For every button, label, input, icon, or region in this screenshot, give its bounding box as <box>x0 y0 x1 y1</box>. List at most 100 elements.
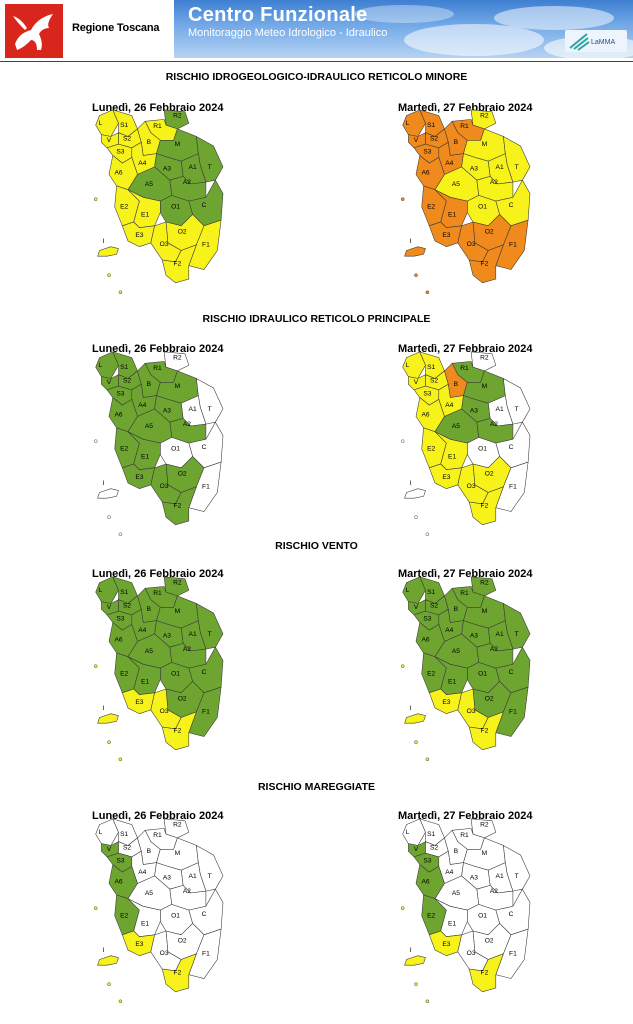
zone-label-f1: F1 <box>202 709 210 716</box>
zone-i <box>97 713 119 724</box>
zone-label-e1: E1 <box>448 453 456 460</box>
zone-label-s1: S1 <box>120 589 128 596</box>
zone-label-a6: A6 <box>114 637 122 644</box>
zone-label-a3: A3 <box>470 408 478 415</box>
zone-label-a5: A5 <box>145 890 153 897</box>
zone-label-f2: F2 <box>481 728 489 735</box>
zone-label-a3: A3 <box>163 166 171 173</box>
zone-label-o1: O1 <box>478 446 487 453</box>
zone-label-f1: F1 <box>202 484 210 491</box>
zone-label-f1: F1 <box>509 484 517 491</box>
tuscany-map: L S1 V R2 R1 S2 S3 B M T A1 A4 A3 A6 A2 A5 C O1 E2 E1 O2 F1 E3… <box>400 576 531 762</box>
zone-r2 <box>470 109 497 130</box>
zone-label-e2: E2 <box>427 204 435 211</box>
zone-label-b: B <box>147 381 152 388</box>
header-divider <box>0 61 633 62</box>
lamma-icon <box>569 33 590 51</box>
zone-f2 <box>468 244 504 284</box>
zone-label-t: T <box>208 164 212 171</box>
zone-label-c: C <box>509 911 514 918</box>
zone-r2 <box>163 818 190 839</box>
zone-label-e1: E1 <box>141 211 149 218</box>
zone-label-a1: A1 <box>496 631 504 638</box>
zone-label-s1: S1 <box>427 122 435 129</box>
zone-label-l: L <box>406 120 410 127</box>
zone-label-e2: E2 <box>120 204 128 211</box>
islet <box>400 197 405 201</box>
zone-label-t: T <box>515 164 519 171</box>
zone-label-l: L <box>99 587 103 594</box>
zone-label-r1: R1 <box>460 590 469 597</box>
zone-f2 <box>161 953 197 993</box>
date-label: Lunedì, 26 Febbraio 2024 <box>92 343 224 355</box>
zone-label-a6: A6 <box>421 412 429 419</box>
zone-label-a4: A4 <box>138 160 146 167</box>
zone-label-a5: A5 <box>145 423 153 430</box>
zone-label-o3: O3 <box>160 950 169 957</box>
tuscany-map: L S1 V R2 R1 S2 S3 B M T A1 A4 A3 A6 A2 A5 C O1 E2 E1 O2 F1 E3… <box>93 109 224 295</box>
islet <box>93 439 98 443</box>
zone-label-f1: F1 <box>509 951 517 958</box>
zone-i <box>404 488 426 499</box>
islet <box>118 999 123 1004</box>
zone-i <box>404 955 426 966</box>
zone-label-o1: O1 <box>171 204 180 211</box>
zone-label-e2: E2 <box>427 913 435 920</box>
zone-label-v: V <box>414 846 419 853</box>
zone-label-a5: A5 <box>452 648 460 655</box>
zone-label-o2: O2 <box>485 470 494 477</box>
zone-label-r2: R2 <box>173 580 182 587</box>
zone-label-i: I <box>409 947 411 954</box>
zone-label-c: C <box>509 669 514 676</box>
zone-label-l: L <box>99 120 103 127</box>
header-banner: Centro Funzionale Monitoraggio Meteo Idr… <box>174 0 633 58</box>
zone-label-v: V <box>107 604 112 611</box>
zone-label-o2: O2 <box>178 937 187 944</box>
zone-label-a2: A2 <box>490 179 498 186</box>
alert-map: L S1 V R2 R1 S2 S3 B M T A1 A4 A3 A6 A2 A5 C O1 E2 E1 O2 F1 E3… <box>393 350 553 540</box>
zone-i <box>97 488 119 499</box>
islet <box>400 664 405 668</box>
date-label: Martedì, 27 Febbraio 2024 <box>398 102 533 114</box>
zone-label-e2: E2 <box>427 446 435 453</box>
zone-f2 <box>161 244 197 284</box>
zone-r2 <box>163 109 190 130</box>
zone-label-r2: R2 <box>480 113 489 120</box>
zone-label-i: I <box>102 238 104 245</box>
alert-map: L S1 V R2 R1 S2 S3 B M T A1 A4 A3 A6 A2 A5 C O1 E2 E1 O2 F1 E3… <box>393 817 553 1007</box>
zone-label-c: C <box>509 444 514 451</box>
alert-map: L S1 V R2 R1 S2 S3 B M T A1 A4 A3 A6 A2 A5 C O1 E2 E1 O2 F1 E3… <box>86 350 246 540</box>
zone-label-c: C <box>202 669 207 676</box>
zone-label-a1: A1 <box>496 873 504 880</box>
zone-label-r1: R1 <box>460 832 469 839</box>
zone-label-a2: A2 <box>183 888 191 895</box>
date-label: Martedì, 27 Febbraio 2024 <box>398 810 533 822</box>
zone-label-b: B <box>147 848 152 855</box>
zone-label-i: I <box>409 480 411 487</box>
zone-label-t: T <box>515 406 519 413</box>
section-title-vento: RISCHIO VENTO <box>275 540 358 552</box>
islet <box>93 197 98 201</box>
zone-label-o1: O1 <box>478 204 487 211</box>
zone-label-a4: A4 <box>138 869 146 876</box>
zone-label-o2: O2 <box>485 695 494 702</box>
islet <box>425 757 430 762</box>
date-label: Martedì, 27 Febbraio 2024 <box>398 343 533 355</box>
zone-label-s3: S3 <box>423 149 431 156</box>
zone-label-a4: A4 <box>445 402 453 409</box>
zone-label-r1: R1 <box>460 123 469 130</box>
zone-label-s2: S2 <box>123 602 131 609</box>
lamma-label: LaMMA <box>591 39 616 46</box>
zone-label-i: I <box>409 238 411 245</box>
zone-label-a5: A5 <box>452 890 460 897</box>
zone-label-e3: E3 <box>442 232 450 239</box>
zone-label-s1: S1 <box>427 831 435 838</box>
zone-label-t: T <box>515 873 519 880</box>
zone-label-s3: S3 <box>423 616 431 623</box>
zone-label-a2: A2 <box>490 421 498 428</box>
zone-label-a6: A6 <box>114 412 122 419</box>
tuscany-map: L S1 V R2 R1 S2 S3 B M T A1 A4 A3 A6 A2 A5 C O1 E2 E1 O2 F1 E3… <box>93 351 224 537</box>
zone-label-o1: O1 <box>171 671 180 678</box>
zone-label-o3: O3 <box>160 483 169 490</box>
zone-label-e3: E3 <box>442 941 450 948</box>
